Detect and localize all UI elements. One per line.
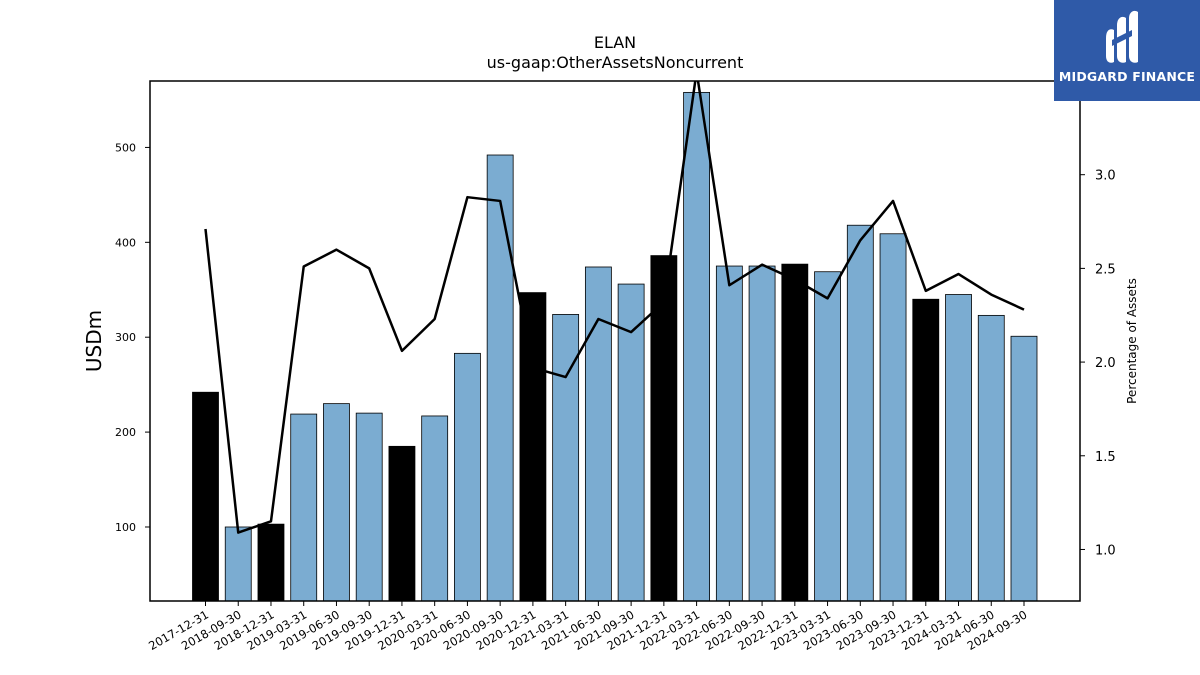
- pct-assets-line: [204, 81, 1025, 534]
- bar-2018-09-30: [224, 526, 252, 602]
- bar-2023-03-31: [814, 271, 841, 602]
- bar-2021-06-30: [584, 266, 612, 602]
- brand-name: MIDGARD FINANCE: [1058, 69, 1196, 84]
- y-axis-label: USDm: [82, 310, 106, 372]
- bar-2022-06-30: [715, 265, 743, 602]
- chart-title: ELAN: [594, 33, 636, 52]
- left-axis: 100 200 300 400 500: [115, 141, 150, 534]
- bar-2023-09-30: [879, 233, 907, 602]
- y2-tick-label: 1.0: [1095, 543, 1116, 558]
- bar-2024-09-30: [1010, 335, 1038, 602]
- plot-frame: [149, 80, 1081, 602]
- bar-2022-12-31: [781, 263, 809, 602]
- bar-2017-12-31: [192, 391, 219, 602]
- bar-2023-12-31: [912, 298, 940, 602]
- y2-tick-label: 1.5: [1095, 450, 1116, 465]
- bar-2019-12-31: [388, 445, 416, 602]
- chart-subtitle: us-gaap:OtherAssetsNoncurrent: [487, 53, 744, 72]
- line-series: [204, 81, 1025, 534]
- right-axis: 1.0 1.5 2.0 2.5 3.0: [1080, 169, 1116, 558]
- brand-logo: MIDGARD FINANCE: [1054, 0, 1200, 101]
- bar-2018-12-31: [257, 523, 285, 602]
- y2-tick-label: 2.0: [1095, 356, 1116, 371]
- bar-series: [192, 91, 1038, 602]
- y-tick-label: 400: [115, 236, 136, 249]
- y2-tick-label: 2.5: [1095, 262, 1116, 277]
- y-tick-label: 500: [115, 141, 136, 154]
- bar-2024-03-31: [945, 294, 972, 602]
- bar-2021-12-31: [650, 255, 678, 602]
- bar-2020-06-30: [454, 352, 481, 602]
- bar-2021-09-30: [617, 283, 645, 602]
- bar-2021-03-31: [552, 314, 580, 602]
- bar-2022-03-31: [683, 91, 710, 602]
- bar-2019-06-30: [323, 403, 350, 602]
- y-tick-label: 300: [115, 331, 136, 344]
- bar-2024-06-30: [977, 314, 1005, 602]
- bar-2022-09-30: [748, 265, 776, 602]
- y2-tick-label: 3.0: [1095, 169, 1116, 184]
- bar-2019-09-30: [355, 412, 383, 602]
- bar-2020-12-31: [519, 292, 547, 602]
- midgard-logo-icon: [1106, 10, 1138, 63]
- bar-2020-09-30: [486, 154, 514, 602]
- bar-2023-06-30: [846, 224, 874, 602]
- y-tick-label: 100: [115, 521, 136, 534]
- bar-2019-03-31: [290, 413, 318, 602]
- bar-2020-03-31: [421, 415, 449, 602]
- x-axis: 2017-12-312018-09-302018-12-312019-03-31…: [146, 601, 1030, 653]
- y-tick-label: 200: [115, 426, 136, 439]
- y2-axis-label: Percentage of Assets: [1125, 278, 1139, 404]
